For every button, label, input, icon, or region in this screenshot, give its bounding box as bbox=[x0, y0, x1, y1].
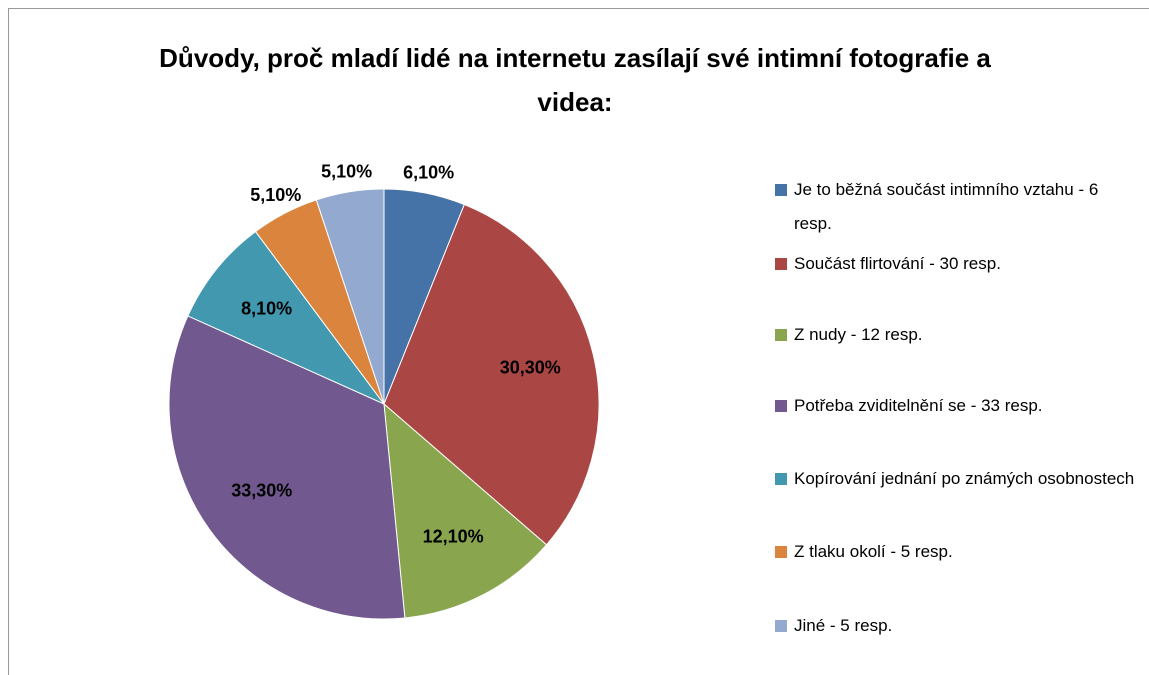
pie-slice bbox=[168, 315, 406, 620]
legend-swatch bbox=[775, 473, 787, 485]
legend-swatch bbox=[775, 258, 787, 270]
legend-item: Z tlaku okolí - 5 resp. bbox=[775, 535, 1140, 569]
legend-label: Součást flirtování - 30 resp. bbox=[794, 254, 1001, 273]
legend-label: Z tlaku okolí - 5 resp. bbox=[794, 542, 953, 561]
legend-item: Součást flirtování - 30 resp. bbox=[775, 247, 1140, 281]
data-label: 33,30% bbox=[231, 481, 292, 501]
legend-swatch bbox=[775, 400, 787, 412]
data-label: 30,30% bbox=[500, 357, 561, 377]
chart-title: Důvody, proč mladí lidé na internetu zas… bbox=[159, 43, 991, 117]
pie-slice bbox=[383, 203, 600, 546]
legend-label: Je to běžná součást intimního vztahu - 6… bbox=[794, 180, 1099, 233]
data-label: 8,10% bbox=[241, 299, 292, 319]
data-label: 5,10% bbox=[321, 161, 372, 181]
data-label: 5,10% bbox=[250, 185, 301, 205]
legend-item: Potřeba zviditelnění se - 33 resp. bbox=[775, 389, 1140, 423]
pie-slice bbox=[187, 230, 386, 406]
legend-label: Z nudy - 12 resp. bbox=[794, 325, 923, 344]
legend-label: Kopírování jednání po známých osobnostec… bbox=[794, 469, 1135, 488]
legend-item: Jiné - 5 resp. bbox=[775, 609, 1140, 643]
pie-slice bbox=[383, 402, 548, 619]
legend-label: Potřeba zviditelnění se - 33 resp. bbox=[794, 396, 1043, 415]
data-label: 12,10% bbox=[423, 526, 484, 546]
legend-label: Jiné - 5 resp. bbox=[794, 616, 893, 635]
legend-swatch bbox=[775, 620, 787, 632]
legend-item: Kopírování jednání po známých osobnostec… bbox=[775, 462, 1140, 496]
data-label: 6,10% bbox=[403, 163, 454, 183]
legend-swatch bbox=[775, 546, 787, 558]
chart-frame bbox=[8, 8, 1149, 675]
legend-item: Je to běžná součást intimního vztahu - 6… bbox=[775, 173, 1140, 241]
legend-item: Z nudy - 12 resp. bbox=[775, 318, 1140, 352]
legend-swatch bbox=[775, 184, 787, 196]
legend-swatch bbox=[775, 329, 787, 341]
pie-slice bbox=[315, 188, 385, 405]
